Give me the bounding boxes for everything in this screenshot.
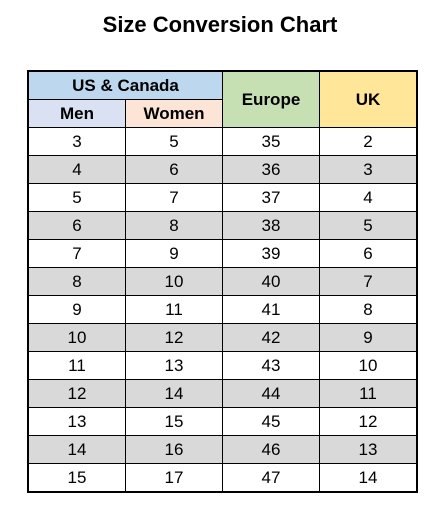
women-size-cell: 13 xyxy=(125,351,223,380)
europe-size-cell: 36 xyxy=(222,155,320,184)
europe-size-cell: 35 xyxy=(222,127,320,156)
table-row: 4 6 36 3 xyxy=(28,155,417,184)
women-size-cell: 14 xyxy=(125,379,223,408)
uk-size-cell: 12 xyxy=(319,407,417,436)
page-title: Size Conversion Chart xyxy=(102,12,338,37)
europe-header: Europe xyxy=(222,71,320,128)
uk-size-cell: 5 xyxy=(319,211,417,240)
europe-size-cell: 45 xyxy=(222,407,320,436)
women-size-cell: 6 xyxy=(125,155,223,184)
table-row: 3 5 35 2 xyxy=(28,127,417,156)
table-row: 13 15 45 12 xyxy=(28,407,417,436)
men-size-cell: 8 xyxy=(28,267,126,296)
table-row: 14 16 46 13 xyxy=(28,435,417,464)
table-row: 6 8 38 5 xyxy=(28,211,417,240)
table-row: 11 13 43 10 xyxy=(28,351,417,380)
men-size-cell: 13 xyxy=(28,407,126,436)
women-size-cell: 12 xyxy=(125,323,223,352)
uk-size-cell: 13 xyxy=(319,435,417,464)
europe-size-cell: 44 xyxy=(222,379,320,408)
men-size-cell: 9 xyxy=(28,295,126,324)
men-size-cell: 3 xyxy=(28,127,126,156)
uk-size-cell: 6 xyxy=(319,239,417,268)
table-row: 15 17 47 14 xyxy=(28,463,417,492)
uk-size-cell: 7 xyxy=(319,267,417,296)
europe-size-cell: 47 xyxy=(222,463,320,492)
europe-size-cell: 40 xyxy=(222,267,320,296)
men-size-cell: 4 xyxy=(28,155,126,184)
europe-size-cell: 43 xyxy=(222,351,320,380)
men-size-cell: 14 xyxy=(28,435,126,464)
europe-size-cell: 39 xyxy=(222,239,320,268)
europe-size-cell: 42 xyxy=(222,323,320,352)
uk-size-cell: 8 xyxy=(319,295,417,324)
europe-size-cell: 46 xyxy=(222,435,320,464)
table-row: 12 14 44 11 xyxy=(28,379,417,408)
men-header: Men xyxy=(28,99,126,128)
table-row: 10 12 42 9 xyxy=(28,323,417,352)
europe-size-cell: 38 xyxy=(222,211,320,240)
uk-size-cell: 14 xyxy=(319,463,417,492)
men-size-cell: 12 xyxy=(28,379,126,408)
table-row: 7 9 39 6 xyxy=(28,239,417,268)
table-row: 5 7 37 4 xyxy=(28,183,417,212)
women-size-cell: 16 xyxy=(125,435,223,464)
uk-header: UK xyxy=(319,71,417,128)
women-size-cell: 11 xyxy=(125,295,223,324)
men-size-cell: 5 xyxy=(28,183,126,212)
women-size-cell: 5 xyxy=(125,127,223,156)
men-size-cell: 15 xyxy=(28,463,126,492)
women-size-cell: 17 xyxy=(125,463,223,492)
uk-size-cell: 2 xyxy=(319,127,417,156)
men-size-cell: 10 xyxy=(28,323,126,352)
uk-size-cell: 9 xyxy=(319,323,417,352)
size-conversion-table: US & Canada Europe UK Men Women 3 5 35 2 4 6 3… xyxy=(27,70,418,493)
men-size-cell: 7 xyxy=(28,239,126,268)
women-header: Women xyxy=(125,99,223,128)
table-row: 9 11 41 8 xyxy=(28,295,417,324)
europe-size-cell: 37 xyxy=(222,183,320,212)
women-size-cell: 7 xyxy=(125,183,223,212)
men-size-cell: 11 xyxy=(28,351,126,380)
uk-size-cell: 11 xyxy=(319,379,417,408)
women-size-cell: 8 xyxy=(125,211,223,240)
women-size-cell: 10 xyxy=(125,267,223,296)
table-body: 3 5 35 2 4 6 36 3 5 7 37 4 6 8 38 5 7 9 39 6 8 10 40 7 9 11 41 8 10 1… xyxy=(28,127,417,492)
men-size-cell: 6 xyxy=(28,211,126,240)
table-row: 8 10 40 7 xyxy=(28,267,417,296)
uk-size-cell: 3 xyxy=(319,155,417,184)
women-size-cell: 15 xyxy=(125,407,223,436)
uk-size-cell: 10 xyxy=(319,351,417,380)
us-canada-header: US & Canada xyxy=(28,71,223,100)
uk-size-cell: 4 xyxy=(319,183,417,212)
women-size-cell: 9 xyxy=(125,239,223,268)
europe-size-cell: 41 xyxy=(222,295,320,324)
